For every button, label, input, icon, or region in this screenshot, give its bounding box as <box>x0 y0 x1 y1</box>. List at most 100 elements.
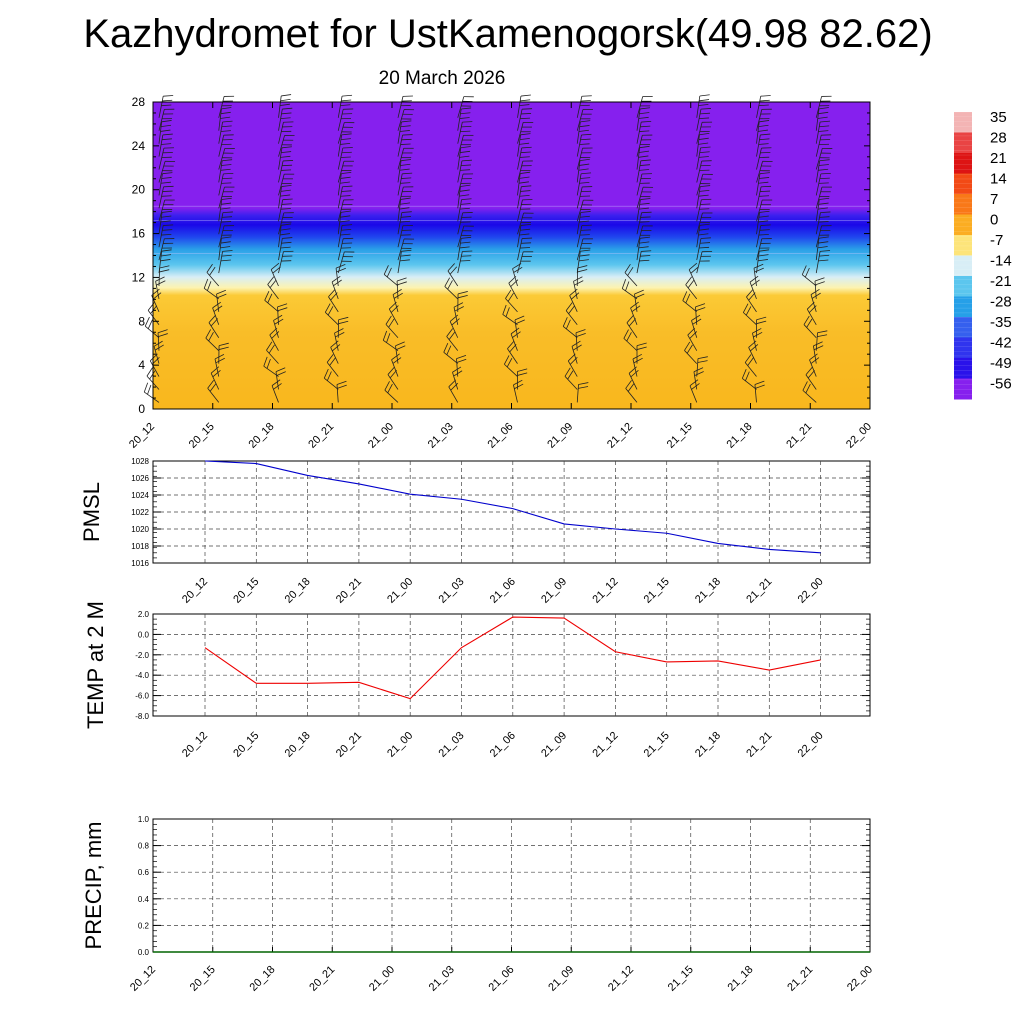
wind-barb <box>505 298 518 313</box>
wind-barb-feather <box>695 307 706 312</box>
wind-barb-feather <box>640 255 651 257</box>
wind-barb-feather <box>161 249 172 252</box>
wind-barb-feather <box>818 236 829 239</box>
wind-barb <box>508 282 518 300</box>
colorbar-swatch <box>954 296 972 318</box>
wind-barb-feather <box>212 301 222 309</box>
wind-barb <box>326 362 339 377</box>
wind-barb <box>397 160 402 183</box>
wind-barb-feather <box>819 197 830 200</box>
wind-barb-feather <box>760 95 771 97</box>
wind-barb-feather <box>510 327 520 335</box>
wind-barb-feather <box>817 330 828 334</box>
wind-barb-feather <box>571 340 581 347</box>
wind-barb-feather <box>700 108 711 110</box>
y-tick-label: 8 <box>138 314 145 328</box>
wind-barb-feather <box>453 302 464 308</box>
x-tick-label: 21_03 <box>426 421 456 451</box>
x-tick-label: 20_18 <box>248 964 278 994</box>
wind-barb-feather <box>159 269 170 273</box>
wind-barb-feather <box>461 198 472 201</box>
wind-barb-feather <box>209 266 216 276</box>
y-tick-label: 24 <box>132 139 146 153</box>
colorbar-label: 28 <box>990 130 1007 147</box>
wind-barb <box>218 225 225 248</box>
wind-barb <box>636 173 643 196</box>
wind-barb-feather <box>633 357 643 364</box>
y-tick-label: 4 <box>138 358 145 372</box>
wind-barb-feather <box>514 383 524 390</box>
wind-barb-feather <box>279 103 290 106</box>
wind-barb-feather <box>447 263 455 272</box>
wind-barb <box>576 212 582 235</box>
wind-barb-feather <box>390 305 399 313</box>
wind-barb-feather <box>573 276 583 282</box>
wind-barb-feather <box>460 150 471 153</box>
wind-barb <box>203 288 219 300</box>
wind-barb-feather <box>332 344 341 352</box>
wind-barb <box>457 122 463 144</box>
wind-barb-feather <box>382 330 388 341</box>
wind-barb-feather <box>280 117 291 119</box>
wind-barb <box>517 95 522 118</box>
wind-barb-feather <box>818 107 829 110</box>
wind-barb-feather <box>818 130 829 132</box>
wind-barb <box>337 161 345 183</box>
wind-barb-feather <box>760 133 771 136</box>
wind-barb-feather <box>759 195 770 197</box>
wind-barb <box>387 374 399 390</box>
wind-barb-feather <box>221 202 232 205</box>
wind-barb-feather <box>579 215 590 218</box>
wind-barb-feather <box>144 316 150 327</box>
wind-barb <box>278 147 283 170</box>
wind-barb <box>502 314 518 326</box>
y-tick-label: -8.0 <box>135 712 149 721</box>
x-tick-label: 22_00 <box>796 730 826 760</box>
wind-barb-feather <box>639 130 650 132</box>
x-tick-label: 21_03 <box>437 730 467 760</box>
wind-barb-feather <box>754 380 765 385</box>
wind-barb-feather <box>520 94 531 97</box>
wind-barb-feather <box>741 369 747 379</box>
x-tick-label: 21_18 <box>725 421 755 451</box>
wind-barb-feather <box>459 246 470 249</box>
x-tick-label: 21_06 <box>487 964 517 994</box>
wind-barb-feather <box>519 194 530 197</box>
wind-barb-feather <box>277 303 288 308</box>
colorbar-swatch <box>954 378 972 400</box>
x-tick-label: 21_12 <box>590 730 620 760</box>
wind-barb <box>636 147 641 170</box>
wind-barb <box>571 346 578 364</box>
wind-barb-feather <box>699 208 710 210</box>
y-tick-label: 0.6 <box>138 868 150 877</box>
wind-barb <box>576 186 583 209</box>
wind-barb <box>324 377 339 390</box>
wind-barb <box>628 373 638 390</box>
wind-barb <box>696 160 703 183</box>
y-tick-label: 0 <box>138 402 145 416</box>
wind-barb-feather <box>626 314 634 324</box>
wind-barb <box>815 186 823 209</box>
wind-barb <box>695 306 698 325</box>
wind-barb <box>748 347 757 364</box>
wind-barb-feather <box>817 334 828 338</box>
wind-barb-feather <box>631 305 641 313</box>
wind-barb-feather <box>162 229 173 231</box>
x-tick-label: 21_15 <box>642 576 672 606</box>
wind-barb <box>689 385 698 403</box>
wind-barb-feather <box>700 185 711 188</box>
wind-barb <box>278 160 284 183</box>
wind-barb <box>815 96 822 118</box>
wind-barb-feather <box>515 319 525 325</box>
wind-barb-feather <box>571 292 580 300</box>
wind-barb <box>632 358 638 377</box>
wind-barb <box>337 199 344 222</box>
wind-barb-feather <box>400 125 411 128</box>
wind-barb-feather <box>221 221 232 223</box>
wind-barb-feather <box>806 301 815 310</box>
wind-barb-feather <box>699 242 711 244</box>
colorbar-label: -56 <box>990 376 1012 393</box>
wind-barb <box>337 238 344 261</box>
wind-barb-feather <box>700 237 711 239</box>
wind-barb-feather <box>147 384 152 395</box>
